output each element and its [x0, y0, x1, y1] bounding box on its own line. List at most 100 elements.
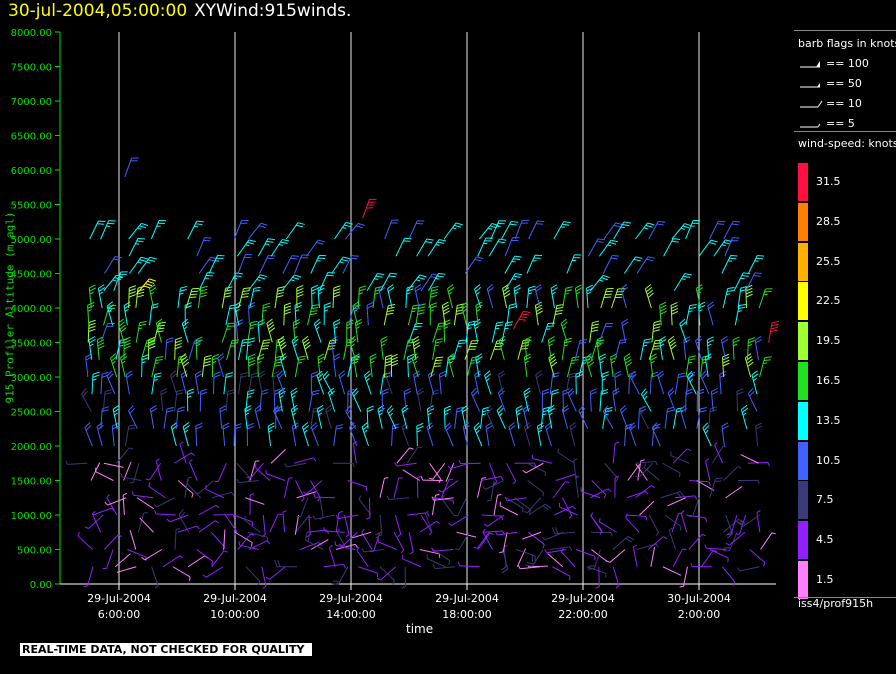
wind-barb	[377, 537, 397, 550]
wind-barb	[759, 356, 772, 378]
wind-barb	[411, 353, 419, 378]
wind-barb	[417, 475, 422, 498]
wind-barb	[319, 497, 324, 520]
wind-barb	[319, 272, 335, 291]
wind-barb	[386, 495, 409, 500]
flag-label: == 10	[826, 97, 862, 110]
wind-barb	[160, 387, 168, 412]
wind-barb	[111, 422, 120, 447]
wind-barb	[649, 353, 658, 378]
wind-barb	[238, 372, 249, 395]
wind-barb	[92, 507, 115, 516]
wind-barb	[569, 422, 577, 447]
wind-barb	[259, 254, 276, 274]
wind-barb	[333, 424, 344, 447]
wind-barb	[258, 370, 266, 395]
wind-barb	[104, 255, 122, 274]
wind-barb	[351, 387, 362, 412]
wind-barb	[261, 514, 266, 538]
wind-barb	[476, 477, 487, 498]
wind-barb	[501, 321, 513, 343]
wind-barb	[625, 513, 640, 533]
color-swatch	[798, 322, 808, 361]
wind-barb	[351, 531, 372, 539]
wind-barb	[103, 534, 122, 550]
wind-barb	[497, 370, 506, 395]
wind-barb	[128, 237, 145, 257]
wind-barb	[106, 370, 116, 395]
wind-barb	[667, 335, 677, 360]
wind-barb	[498, 335, 506, 360]
wind-barb	[573, 458, 578, 481]
wind-speed-title: wind-speed: knots	[798, 137, 896, 150]
wind-barb	[225, 389, 235, 412]
wind-barb	[306, 239, 326, 257]
wind-barb	[302, 335, 311, 360]
wind-barb	[100, 406, 110, 429]
wind-barb	[632, 544, 638, 567]
wind-barb	[438, 480, 459, 493]
wind-barb	[296, 491, 316, 499]
wind-barb	[706, 336, 715, 360]
chart-datetime-title: 30-jul-2004,05:00:00	[8, 1, 188, 21]
wind-barb	[696, 388, 705, 412]
wind-barb	[636, 543, 659, 550]
wind-barb	[395, 237, 412, 257]
wind-barb	[282, 510, 287, 533]
wind-barb	[744, 353, 754, 378]
x-tick-time: 22:00:00	[558, 608, 607, 621]
wind-barb	[199, 388, 208, 412]
wind-barb	[740, 454, 759, 464]
wind-barb	[310, 539, 329, 550]
wind-barb	[162, 555, 184, 568]
wind-barb	[466, 356, 480, 378]
y-tick-label: 5000.00	[11, 235, 52, 246]
wind-barb	[332, 353, 341, 378]
wind-barb	[587, 238, 606, 257]
wind-barb	[674, 495, 698, 500]
wind-barb	[638, 405, 649, 429]
wind-barb	[695, 284, 704, 309]
wind-barb	[673, 273, 692, 292]
wind-barb	[129, 463, 140, 484]
wind-barb	[710, 388, 719, 412]
wind-barb	[516, 548, 527, 567]
barb-flags-title: barb flags in knots	[798, 37, 896, 50]
y-tick-label: 7500.00	[11, 63, 52, 74]
wind-barb	[155, 318, 164, 343]
wind-barb	[657, 370, 665, 395]
wind-barb	[153, 497, 175, 508]
color-swatch	[798, 163, 808, 201]
wind-barb	[311, 284, 319, 309]
wind-barb	[662, 566, 682, 576]
wind-barb	[265, 469, 286, 481]
wind-barb	[643, 463, 661, 481]
wind-barb	[685, 514, 708, 522]
wind-barb	[164, 337, 174, 360]
wind-barb	[506, 463, 517, 485]
wind-barb	[512, 310, 531, 329]
wind-barb	[552, 303, 564, 326]
wind-barb	[723, 220, 741, 240]
wind-barb	[100, 220, 116, 240]
wind-barb	[562, 286, 573, 309]
wind-barb	[246, 422, 254, 447]
wind-barb	[688, 533, 706, 550]
wind-barb	[310, 422, 319, 447]
flag-row-100: == 100	[798, 57, 896, 71]
wind-barb	[323, 302, 331, 326]
wind-barb	[83, 566, 94, 587]
wind-barb	[724, 237, 740, 257]
wind-barb	[486, 480, 495, 502]
wind-barb	[554, 505, 576, 516]
wind-barb	[553, 481, 570, 499]
wind-barb	[647, 536, 668, 550]
wind-barb	[758, 288, 773, 309]
wind-barb	[406, 446, 423, 464]
wind-barb	[357, 285, 367, 309]
wind-barb	[755, 422, 763, 447]
wind-barb	[648, 220, 666, 240]
flag-5-icon	[800, 123, 821, 128]
wind-barb	[473, 531, 490, 549]
wind-barb	[461, 301, 469, 326]
